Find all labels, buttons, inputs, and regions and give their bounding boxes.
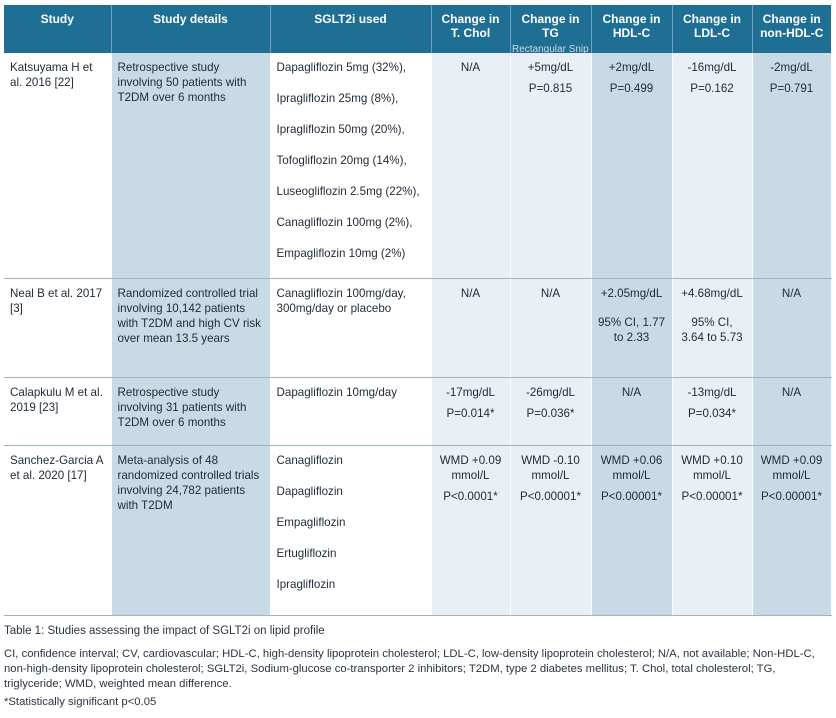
drug-item: Ertugliflozin (276, 546, 337, 560)
header-tchol: Change in T. Chol (431, 5, 511, 53)
hdl-cell: WMD +0.06 mmol/L P<0.00001* (591, 445, 673, 616)
table-caption: Table 1: Studies assessing the impact of… (4, 625, 325, 637)
details-cell: Meta-analysis of 48 randomized controlle… (111, 445, 271, 616)
sglt2i-cell: Canagliflozin 100mg/day, 300mg/day or pl… (270, 278, 432, 378)
study-cell: Sanchez-Garcia A et al. 2020 [17] (4, 445, 112, 616)
drug-item: Empagliflozin 10mg (2%) (276, 247, 406, 260)
study-cell: Calapkulu M et al. 2019 [23] (4, 377, 112, 446)
tchol-cell: N/A (431, 53, 511, 279)
drug-item: Empagliflozin (276, 515, 346, 529)
drug-item: Dapagliflozin 10mg/day (276, 385, 398, 399)
table-row: Calapkulu M et al. 2019 [23] Retrospecti… (4, 377, 832, 446)
table-row: Katsuyama H et al. 2016 [22] Retrospecti… (4, 53, 832, 279)
header-hdl: Change in HDL-C (591, 5, 673, 53)
study-cell: Katsuyama H et al. 2016 [22] (4, 53, 112, 279)
tg-cell: +5mg/dL P=0.815 (510, 53, 592, 279)
drug-item: Dapagliflozin (276, 484, 343, 498)
drug-item: Canagliflozin 100mg (2%), (276, 216, 413, 229)
header-study-details: Study details (111, 5, 271, 53)
header-tg: Change in TG (510, 5, 592, 53)
sglt2i-cell: Dapagliflozin 5mg (32%), Ipragliflozin 2… (270, 53, 432, 279)
hdl-cell: N/A (591, 377, 673, 446)
tchol-cell: -17mg/dL P=0.014* (431, 377, 511, 446)
drug-item: Luseogliflozin 2.5mg (22%), (276, 185, 420, 198)
nonhdl-cell: WMD +0.09 mmol/L P<0.00001* (752, 445, 832, 616)
drug-item: Canagliflozin 100mg/day, 300mg/day or pl… (276, 286, 406, 315)
drug-item: Ipragliflozin (276, 577, 336, 591)
header-sglt2i-used: SGLT2i used (270, 5, 432, 53)
ldl-cell: -16mg/dL P=0.162 (672, 53, 753, 279)
details-cell: Retrospective study involving 31 patient… (111, 377, 271, 446)
sglt2i-cell: Dapagliflozin 10mg/day (270, 377, 432, 446)
nonhdl-cell: -2mg/dL P=0.791 (752, 53, 832, 279)
tg-cell: -26mg/dL P=0.036* (510, 377, 592, 446)
nonhdl-cell: N/A (752, 278, 832, 378)
drug-item: Canagliflozin (276, 453, 343, 467)
ldl-cell: +4.68mg/dL 95% CI, 3.64 to 5.73 (672, 278, 753, 378)
details-cell: Randomized controlled trial involving 10… (111, 278, 271, 378)
table-row: Sanchez-Garcia A et al. 2020 [17] Meta-a… (4, 445, 832, 616)
header-row: Study Study details SGLT2i used Change i… (4, 5, 831, 53)
ldl-cell: -13mg/dL P=0.034* (672, 377, 753, 446)
significance-note: *Statistically significant p<0.05 (4, 696, 157, 708)
ldl-cell: WMD +0.10 mmol/L P<0.00001* (672, 445, 753, 616)
study-cell: Neal B et al. 2017 [3] (4, 278, 112, 378)
header-ldl: Change in LDL-C (672, 5, 753, 53)
drug-item: Tofogliflozin 20mg (14%), (276, 154, 407, 167)
hdl-cell: +2.05mg/dL 95% CI, 1.77 to 2.33 (591, 278, 673, 378)
abbreviations-note: CI, confidence interval; CV, cardiovascu… (4, 648, 815, 690)
sglt2i-cell: Canagliflozin Dapagliflozin Empagliflozi… (270, 445, 432, 616)
details-cell: Retrospective study involving 50 patient… (111, 53, 271, 279)
tg-cell: WMD -0.10 mmol/L P<0.00001* (510, 445, 592, 616)
lipid-studies-table: Study Study details SGLT2i used Change i… (4, 5, 832, 616)
tg-cell: N/A (510, 278, 592, 378)
header-study: Study (4, 5, 112, 53)
drug-item: Ipragliflozin 50mg (20%), (276, 123, 405, 136)
drug-item: Ipragliflozin 25mg (8%), (276, 92, 399, 105)
drug-item: Dapagliflozin 5mg (32%), (276, 61, 407, 74)
nonhdl-cell: N/A (752, 377, 832, 446)
header-nonhdl: Change in non-HDL-C (752, 5, 831, 53)
tchol-cell: WMD +0.09 mmol/L P<0.0001* (431, 445, 511, 616)
table-row: Neal B et al. 2017 [3] Randomized contro… (4, 278, 832, 378)
snip-overlay-label: Rectangular Snip (512, 44, 589, 55)
hdl-cell: +2mg/dL P=0.499 (591, 53, 673, 279)
tchol-cell: N/A (431, 278, 511, 378)
